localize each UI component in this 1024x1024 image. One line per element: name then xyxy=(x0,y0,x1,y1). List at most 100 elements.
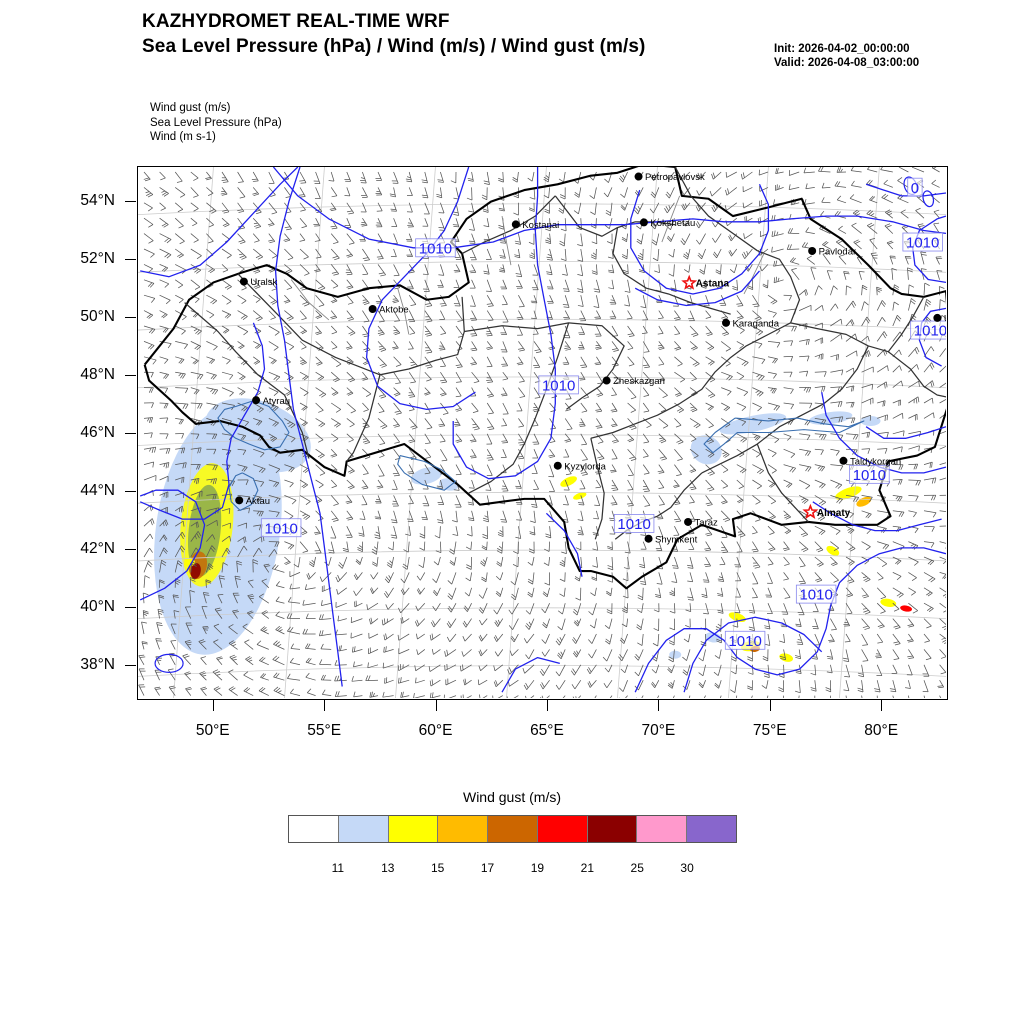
map-canvas: 1010 1010 1010 1010 1010 1010 1010 1010 1010 0 Pe… xyxy=(138,167,946,698)
lat-tick-mark xyxy=(125,258,136,260)
page-title: KAZHYDROMET REAL-TIME WRF xyxy=(142,11,450,32)
lon-tick-mark xyxy=(546,700,548,711)
city-marker-layer: Petropavlovsk Kostanai Kokshetau Pavlodar Ur… xyxy=(235,172,946,545)
lat-tick-label: 46°N xyxy=(80,424,115,441)
isobar-label: 1010 xyxy=(419,240,452,257)
city-label: Karaganda xyxy=(733,318,780,329)
lat-tick-label: 48°N xyxy=(80,365,115,383)
isobar-label: 1010 xyxy=(617,516,650,533)
lon-tick-label: 65°E xyxy=(530,722,564,739)
run-timestamps: Init: 2026-04-02_00:00:00 Valid: 2026-04… xyxy=(774,42,919,70)
capital-star-marker xyxy=(681,274,698,290)
city-dot-marker xyxy=(368,304,377,313)
colorbar-segment xyxy=(488,816,538,842)
lat-tick-mark xyxy=(125,491,136,493)
colorbar-tick: 30 xyxy=(680,861,694,875)
city-dot-marker xyxy=(933,313,942,322)
isobar-label: 0 xyxy=(911,180,919,197)
init-time: Init: 2026-04-02_00:00:00 xyxy=(774,43,910,55)
city-label: Pavlodar xyxy=(819,247,857,258)
city-dot-marker xyxy=(839,456,848,465)
lon-tick-mark xyxy=(212,700,214,711)
lon-tick-label: 50°E xyxy=(195,722,230,739)
lon-tick-mark xyxy=(769,700,771,711)
colorbar-tick-labels: 11 13 15 17 19 21 25 30 xyxy=(288,861,737,881)
weather-map-plot: 1010 1010 1010 1010 1010 1010 1010 1010 1010 0 Pe… xyxy=(137,166,948,700)
wind-gust-colorbar xyxy=(288,815,737,843)
country-border-layer xyxy=(143,167,946,590)
field-legend: Wind gust (m/s) Sea Level Pressure (hPa)… xyxy=(150,101,282,145)
lat-tick-mark xyxy=(125,549,136,551)
lon-tick-label: 55°E xyxy=(307,722,342,739)
page-subtitle: Sea Level Pressure (hPa) / Wind (m/s) / … xyxy=(142,36,646,57)
isobar-label: 1010 xyxy=(914,323,946,340)
isobar-label: 1010 xyxy=(906,235,939,252)
city-label: Taraz xyxy=(695,518,718,529)
city-label: Shymkent xyxy=(655,534,698,545)
city-dot-marker xyxy=(252,396,261,405)
city-dot-marker xyxy=(722,318,731,327)
city-dot-marker xyxy=(644,534,653,543)
city-label: Astana xyxy=(696,279,730,290)
lon-tick-label: 60°E xyxy=(418,722,453,739)
lat-tick-label: 42°N xyxy=(80,540,115,558)
city-label: Kyzylorda xyxy=(564,461,606,472)
city-dot-marker xyxy=(553,461,562,470)
isobar-label: 1010 xyxy=(264,520,297,537)
lat-tick-mark xyxy=(125,433,136,434)
colorbar-tick: 13 xyxy=(381,861,395,875)
city-dot-marker xyxy=(235,496,244,505)
lon-tick-mark xyxy=(435,700,437,711)
lat-tick-label: 54°N xyxy=(80,191,115,209)
lat-tick-mark xyxy=(125,665,136,667)
colorbar-tick: 19 xyxy=(530,861,545,875)
lat-tick-mark xyxy=(125,316,136,318)
lat-tick-mark xyxy=(125,374,136,376)
valid-time: Valid: 2026-04-08_03:00:00 xyxy=(774,57,920,69)
isobar-label: 1010 xyxy=(542,377,575,394)
capital-star-marker xyxy=(802,503,819,520)
city-label: Kokshetau xyxy=(650,218,695,229)
city-label: Zheskazgan xyxy=(613,376,665,387)
city-dot-marker xyxy=(602,376,611,385)
city-dot-marker xyxy=(634,172,643,181)
city-label: Uralsk xyxy=(250,277,277,288)
city-label: Petropavlovsk xyxy=(645,172,705,183)
isobar-label: 1010 xyxy=(799,587,832,604)
colorbar-segment xyxy=(289,816,339,842)
legend-wind: Wind (m s-1) xyxy=(150,131,216,143)
colorbar-segment xyxy=(537,816,588,842)
city-dot-marker xyxy=(808,246,817,255)
colorbar-segment xyxy=(388,816,439,842)
lat-tick-mark xyxy=(125,607,136,609)
city-label: Aktau xyxy=(246,496,270,507)
lat-tick-label: 40°N xyxy=(80,598,115,616)
city-label: Ustkamenogorsk xyxy=(944,314,946,325)
city-label: Kostanai xyxy=(522,220,559,231)
isobar-label: 1010 xyxy=(853,467,886,484)
lon-tick-mark xyxy=(881,700,883,711)
colorbar-tick: 15 xyxy=(430,861,445,875)
colorbar-segment xyxy=(587,816,638,842)
lon-tick-mark xyxy=(324,700,326,711)
colorbar-tick: 21 xyxy=(580,861,595,875)
lat-tick-label: 38°N xyxy=(80,656,115,674)
city-dot-marker xyxy=(684,517,693,526)
title-block: KAZHYDROMET REAL-TIME WRF Sea Level Pres… xyxy=(142,10,645,60)
lat-tick-mark xyxy=(125,200,136,202)
isobar-label: 1010 xyxy=(728,633,761,650)
colorbar-segment xyxy=(438,816,489,842)
colorbar-title: Wind gust (m/s) xyxy=(462,789,561,805)
city-dot-marker xyxy=(239,277,248,286)
lat-tick-label: 44°N xyxy=(80,482,115,500)
legend-sea-level-pressure: Sea Level Pressure (hPa) xyxy=(150,116,282,129)
lon-tick-label: 80°E xyxy=(864,722,899,739)
city-dot-marker xyxy=(639,218,648,227)
lat-tick-label: 50°N xyxy=(80,307,115,325)
colorbar-tick: 17 xyxy=(480,861,495,875)
colorbar-tick: 25 xyxy=(630,861,644,875)
lon-tick-label: 75°E xyxy=(752,722,787,739)
city-label: Taldykorgan xyxy=(850,456,901,467)
isobar-contour-layer xyxy=(139,167,946,693)
colorbar-segment xyxy=(338,816,389,842)
